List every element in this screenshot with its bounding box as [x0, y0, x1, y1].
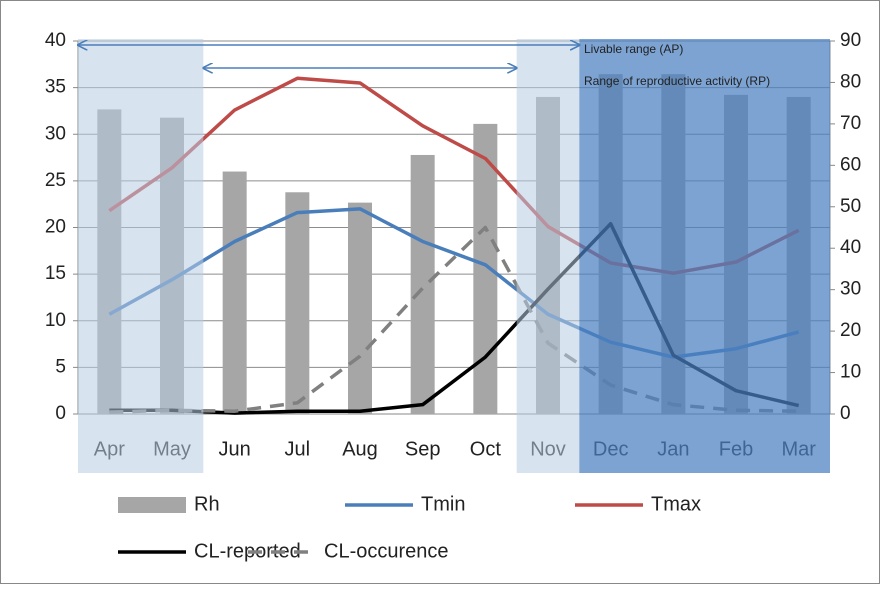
bar: [222, 171, 247, 414]
bar: [285, 192, 310, 414]
x-tick-label: Jul: [285, 438, 311, 460]
y2-tick-label: 90: [840, 30, 861, 51]
annotation: Livable range (AP): [584, 42, 683, 56]
y2-tick-label: 0: [840, 403, 851, 424]
legend-swatch: [118, 497, 186, 513]
legend-label: CL-occurence: [324, 540, 449, 562]
legend-label: Tmax: [651, 493, 701, 515]
legend-label: Tmin: [421, 493, 465, 515]
y-tick-label: 0: [55, 403, 66, 424]
legend-label: CL-reported: [194, 540, 301, 562]
range-shade: [579, 39, 830, 473]
x-tick-label: Oct: [470, 438, 502, 460]
x-tick-label: Aug: [342, 438, 378, 460]
y2-tick-label: 50: [840, 196, 861, 217]
x-tick-label: Jun: [219, 438, 251, 460]
y-tick-label: 5: [55, 356, 66, 377]
annotation: Range of reproductive activity (RP): [584, 74, 770, 88]
y-tick-label: 40: [45, 30, 66, 51]
y2-tick-label: 10: [840, 362, 861, 383]
y-tick-label: 25: [45, 170, 66, 191]
y2-tick-label: 40: [840, 237, 861, 258]
y2-tick-label: 70: [840, 113, 861, 134]
range-shade: [78, 39, 204, 473]
y2-tick-label: 60: [840, 154, 861, 175]
bar: [348, 202, 372, 414]
y2-tick-label: 30: [840, 279, 861, 300]
legend-label: Rh: [194, 493, 220, 515]
bar: [410, 154, 435, 414]
y-tick-label: 35: [45, 77, 66, 98]
y-tick-label: 30: [45, 123, 66, 144]
y-tick-label: 20: [45, 217, 66, 238]
range-shade: [516, 39, 580, 473]
y2-tick-label: 80: [840, 71, 861, 92]
x-tick-label: Sep: [405, 438, 441, 460]
y2-tick-label: 20: [840, 320, 861, 341]
line-series: [109, 225, 799, 414]
y-tick-label: 10: [45, 310, 66, 331]
y-tick-label: 15: [45, 263, 66, 284]
